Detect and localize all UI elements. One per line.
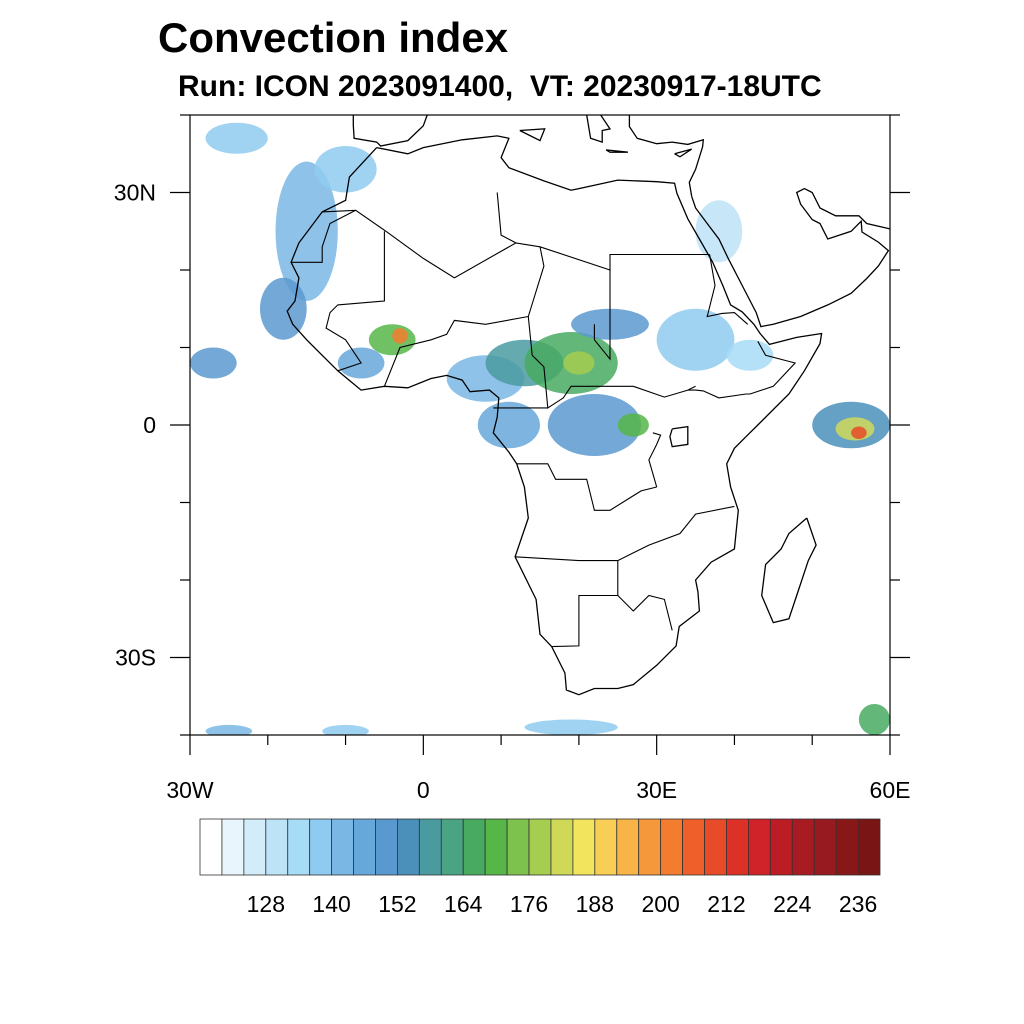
country-border [325, 231, 385, 372]
colorbar-box [243, 818, 267, 876]
chart-title: Convection index [158, 14, 509, 61]
cyprus-coastline [674, 148, 693, 158]
arabia-coastline [691, 187, 890, 328]
x-tick-label: 30E [636, 777, 677, 803]
colorbar-box [265, 818, 289, 876]
madagascar-coastline [761, 517, 817, 624]
convection-cell [205, 724, 253, 735]
convection-cell [275, 161, 338, 301]
colorbar-label: 128 [247, 891, 285, 917]
convection-cell [477, 401, 541, 449]
colorbar: 128 140 152 164 176 188 200 212 224 236 [199, 818, 881, 917]
colorbar-box [484, 818, 508, 876]
colorbar-label: 176 [510, 891, 548, 917]
convection-cell [563, 351, 595, 375]
country-border [516, 463, 657, 511]
colorbar-box [462, 818, 486, 876]
country-border [496, 192, 517, 244]
convection-cell [695, 200, 743, 263]
x-tick-label: 30W [166, 777, 214, 803]
colorbar-label: 188 [576, 891, 614, 917]
colorbar-box [769, 818, 793, 876]
x-tick-label: 60E [870, 777, 911, 803]
colorbar-box [506, 818, 530, 876]
convection-cell [656, 308, 735, 371]
country-border [706, 254, 749, 325]
colorbar-label: 152 [378, 891, 416, 917]
colorbar-label: 212 [707, 891, 745, 917]
convection-cell [368, 324, 416, 356]
y-tick-label: 0 [143, 412, 156, 438]
colorbar-box [857, 818, 881, 876]
colorbar-box [418, 818, 442, 876]
colorbar-box [199, 818, 223, 876]
lake-victoria-coastline [669, 425, 689, 448]
country-border [383, 315, 529, 387]
country-border [551, 560, 619, 648]
colorbar-label: 140 [312, 891, 350, 917]
chart-subtitle: Run: ICON 2023091400, VT: 20230917-18UTC [178, 70, 822, 103]
country-border [527, 246, 696, 409]
colorbar-box [440, 818, 464, 876]
colorbar-label: 224 [773, 891, 812, 917]
country-border [322, 209, 710, 279]
colorbar-box [682, 818, 705, 876]
greece-coastline [586, 115, 612, 143]
coastlines [286, 115, 890, 696]
colorbar-label: 236 [839, 891, 877, 917]
convection-cell [851, 426, 867, 439]
y-tick-label: 30S [115, 645, 156, 671]
colorbar-box [375, 818, 398, 876]
country-border [593, 270, 611, 361]
convection-cell [617, 413, 649, 437]
colorbar-box [704, 818, 727, 876]
country-border [687, 341, 797, 399]
colorbar-box [572, 818, 596, 876]
convection-cell [190, 347, 237, 379]
y-tick-label: 30N [114, 180, 156, 206]
colorbar-box [309, 818, 333, 876]
crete-coastline [605, 149, 628, 153]
convection-cell [547, 394, 642, 456]
axis-labels: 30W 0 30E 60E 30N 0 30S [114, 180, 911, 804]
colorbar-box [616, 818, 640, 876]
colorbar-label: 164 [444, 891, 483, 917]
colorbar-box [353, 818, 376, 876]
convection-cell [314, 146, 377, 193]
colorbar-box [791, 818, 815, 876]
country-border [648, 432, 662, 488]
iberia-coastline [352, 115, 428, 147]
convection-cell [205, 122, 268, 154]
convection-cell [259, 277, 307, 340]
country-border [617, 594, 673, 631]
colorbar-box [287, 818, 311, 876]
colorbar-box [638, 818, 662, 876]
x-tick-label: 0 [417, 777, 430, 803]
colorbar-box [747, 818, 771, 876]
convection-cell [322, 724, 369, 735]
convection-cell [392, 328, 408, 344]
country-border [291, 209, 356, 263]
colorbar-box [813, 818, 837, 876]
axis-ticks [170, 114, 910, 755]
colorbar-box [835, 818, 859, 876]
convection-cell [858, 704, 890, 735]
colorbar-box [660, 818, 683, 876]
country-border [515, 505, 735, 562]
convection-cell [524, 719, 618, 735]
colorbar-box [331, 818, 354, 876]
colorbar-label: 200 [641, 891, 679, 917]
colorbar-box [726, 818, 749, 876]
levant-coastline [628, 115, 705, 197]
sicily-coastline [519, 128, 546, 142]
colorbar-box [550, 818, 574, 876]
colorbar-box [221, 818, 245, 876]
colorbar-box [397, 818, 420, 876]
colorbar-box [594, 818, 618, 876]
colorbar-box [528, 818, 552, 876]
convection-field [190, 122, 890, 735]
africa-coastline [286, 135, 823, 696]
